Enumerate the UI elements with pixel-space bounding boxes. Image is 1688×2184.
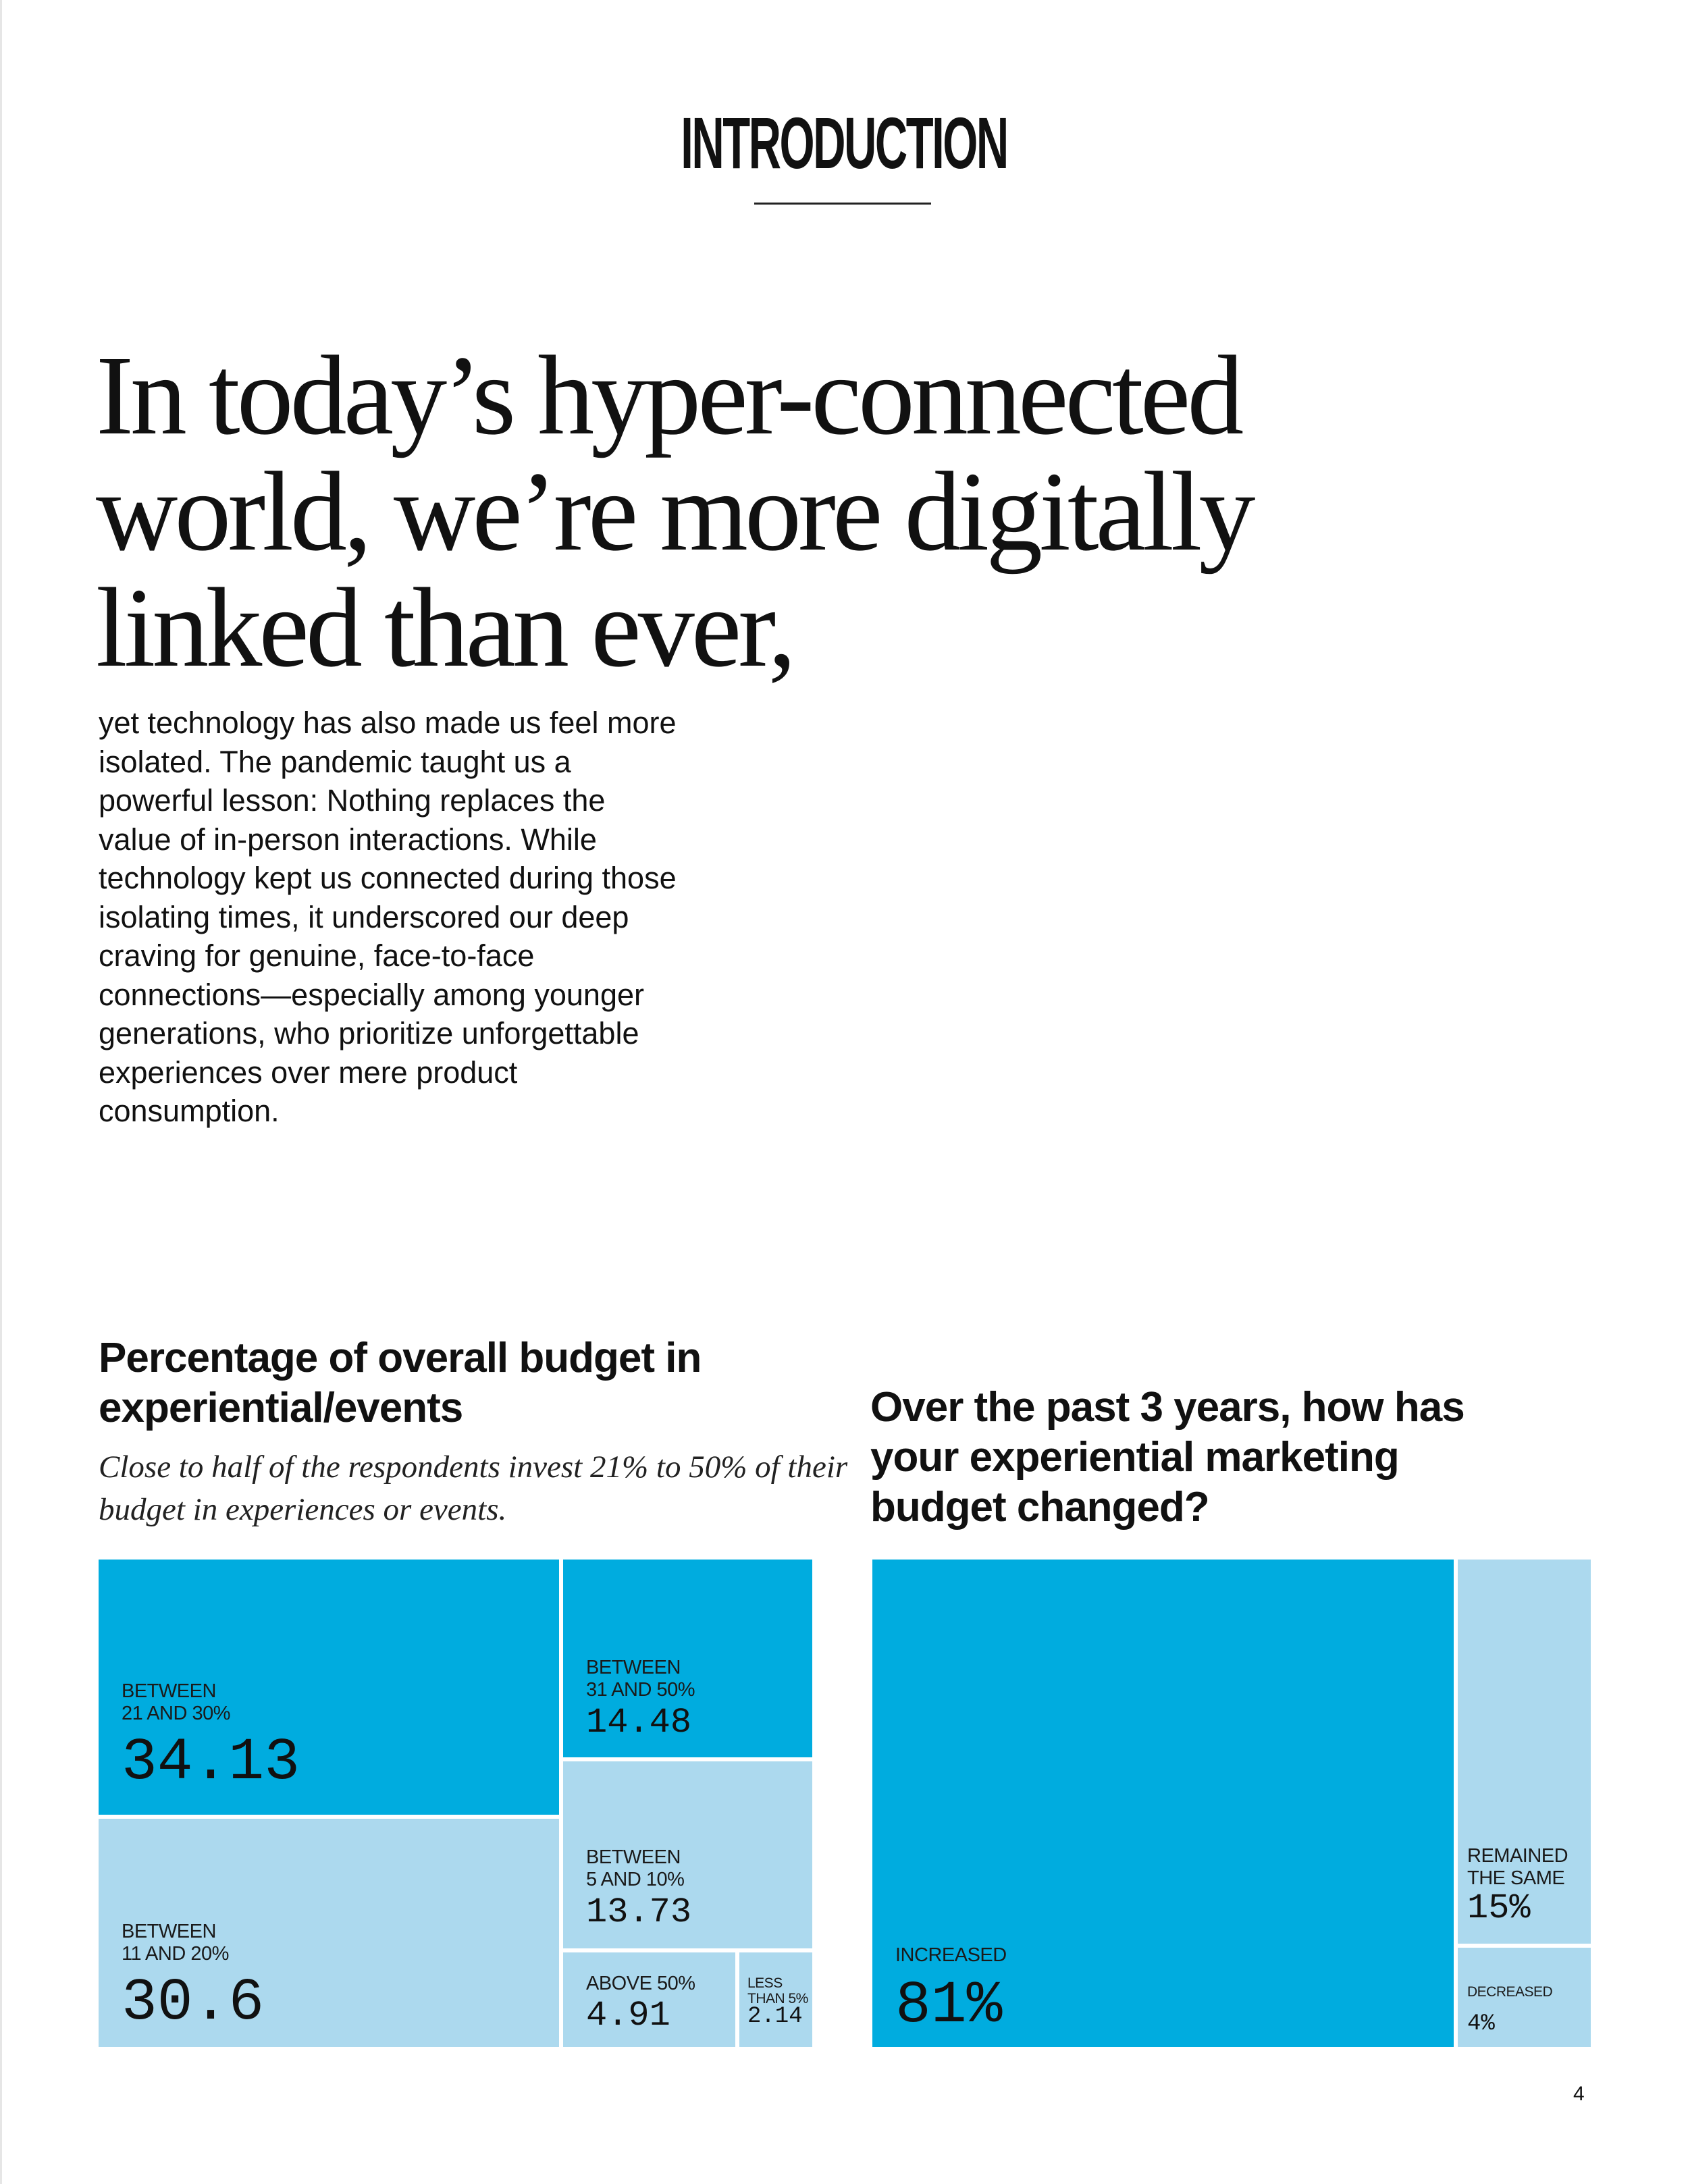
chart1-title: Percentage of overall budget in experien… — [99, 1335, 702, 1431]
page-edge-line — [0, 0, 2, 2184]
treemap-cell: INCREASED 81% — [870, 1557, 1456, 2049]
treemap-cell-value: 13.73 — [586, 1892, 692, 1932]
treemap-cell: BETWEEN 11 AND 20% 30.6 — [97, 1817, 561, 2049]
treemap-cell: LESS THAN 5% 2.14 — [737, 1950, 814, 2049]
budget-share-treemap: BETWEEN 21 AND 30% 34.13 BETWEEN 11 AND 20… — [97, 1557, 814, 2049]
treemap-cell-label: BETWEEN 5 AND 10% — [586, 1846, 685, 1890]
intro-paragraph: yet technology has also made us feel mor… — [99, 705, 677, 1128]
section-title: INTRODUCTION — [681, 102, 1009, 184]
treemap-cell-label: REMAINED THE SAME — [1467, 1845, 1568, 1889]
treemap-cell-value: 15% — [1467, 1888, 1531, 1928]
treemap-cell-value: 34.13 — [122, 1730, 300, 1796]
chart2-title: Over the past 3 years, how has your expe… — [870, 1384, 1465, 1530]
treemap-cell-label: BETWEEN 31 AND 50% — [586, 1657, 695, 1701]
treemap-cell-value: 2.14 — [747, 2004, 803, 2029]
title-underline — [754, 203, 931, 205]
treemap-cell: DECREASED 4% — [1456, 1946, 1593, 2049]
treemap-cell-label: INCREASED — [895, 1944, 1007, 1966]
treemap-cell-value: 81% — [895, 1973, 1003, 2040]
treemap-cell: BETWEEN 31 AND 50% 14.48 — [561, 1557, 814, 1759]
treemap-cell-value: 4% — [1467, 2011, 1495, 2037]
treemap-cell-value: 14.48 — [586, 1703, 692, 1742]
chart1-subtitle: Close to half of the respondents invest … — [99, 1449, 848, 1527]
treemap-cell-value: 30.6 — [122, 1970, 265, 2037]
treemap-cell: BETWEEN 5 AND 10% 13.73 — [561, 1759, 814, 1950]
headline: In today’s hyper-connected world, we’re … — [96, 333, 1255, 691]
treemap-cell-label: ABOVE 50% — [586, 1973, 695, 1994]
page-number: 4 — [1573, 2083, 1585, 2105]
treemap-cell: BETWEEN 21 AND 30% 34.13 — [97, 1557, 561, 1817]
treemap-cell-label: LESS THAN 5% — [747, 1975, 808, 2006]
treemap-cell-value: 4.91 — [586, 1996, 670, 2035]
treemap-cell: ABOVE 50% 4.91 — [561, 1950, 737, 2049]
treemap-cell-label: DECREASED — [1467, 1984, 1553, 2000]
treemap-cell-label: BETWEEN 21 AND 30% — [122, 1680, 231, 1724]
treemap-cell-label: BETWEEN 11 AND 20% — [122, 1921, 229, 1965]
treemap-cell: REMAINED THE SAME 15% — [1456, 1557, 1593, 1946]
budget-change-treemap: INCREASED 81% REMAINED THE SAME 15% DECREASE… — [870, 1557, 1593, 2049]
